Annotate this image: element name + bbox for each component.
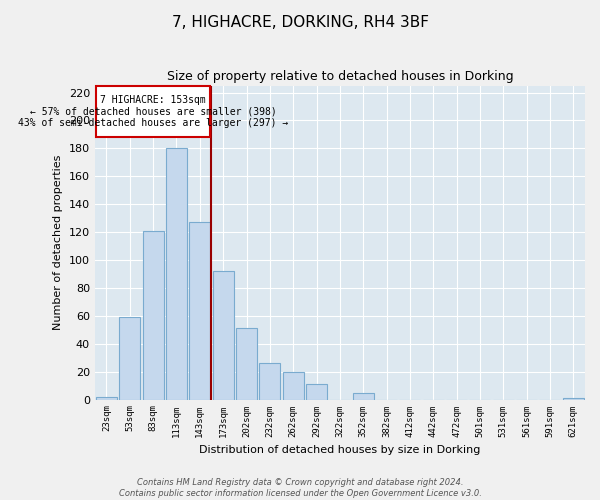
- Bar: [353, 392, 374, 400]
- Bar: [283, 372, 304, 400]
- Title: Size of property relative to detached houses in Dorking: Size of property relative to detached ho…: [167, 70, 513, 83]
- Text: 7, HIGHACRE, DORKING, RH4 3BF: 7, HIGHACRE, DORKING, RH4 3BF: [172, 15, 428, 30]
- FancyBboxPatch shape: [96, 86, 211, 137]
- X-axis label: Distribution of detached houses by size in Dorking: Distribution of detached houses by size …: [199, 445, 481, 455]
- Bar: [119, 317, 140, 400]
- Bar: [190, 222, 211, 400]
- Y-axis label: Number of detached properties: Number of detached properties: [53, 155, 63, 330]
- Bar: [166, 148, 187, 400]
- Bar: [212, 271, 233, 400]
- Bar: [306, 384, 327, 400]
- Text: Contains HM Land Registry data © Crown copyright and database right 2024.
Contai: Contains HM Land Registry data © Crown c…: [119, 478, 481, 498]
- Text: 7 HIGHACRE: 153sqm
← 57% of detached houses are smaller (398)
43% of semi-detach: 7 HIGHACRE: 153sqm ← 57% of detached hou…: [18, 95, 288, 128]
- Bar: [563, 398, 584, 400]
- Bar: [143, 230, 164, 400]
- Bar: [236, 328, 257, 400]
- Bar: [96, 397, 117, 400]
- Bar: [259, 364, 280, 400]
